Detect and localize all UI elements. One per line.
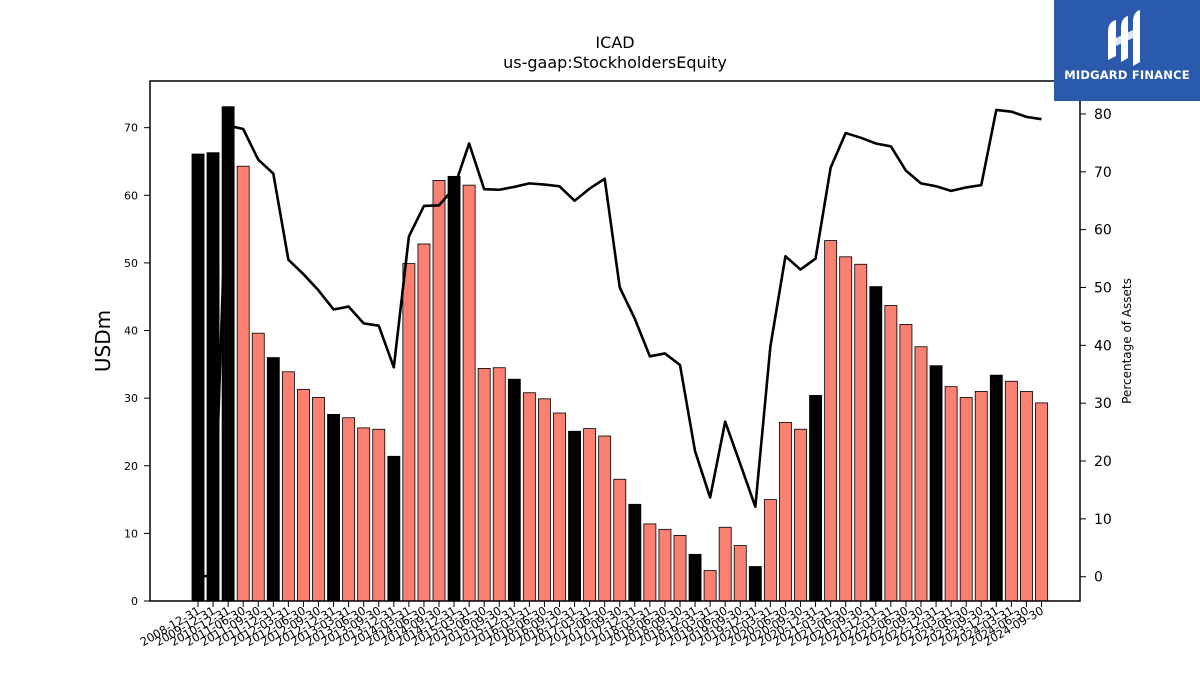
y-tick-label: 70	[124, 122, 138, 135]
y-right-tick-label: 60	[1094, 223, 1112, 239]
bar-2021-06-30	[839, 256, 853, 602]
plot-frame	[149, 80, 1081, 602]
line-layer	[198, 108, 1042, 578]
y-tick-label: 40	[124, 325, 138, 338]
y-right-tick-label: 50	[1094, 280, 1112, 296]
bar-2020-03-31	[763, 499, 777, 602]
y-axis-left: 0 10 20 30 40 50 60 70	[124, 122, 150, 608]
logo-text: MIDGARD FINANCE	[1064, 68, 1190, 82]
bar-2017-12-31	[628, 503, 642, 602]
y-tick-label: 50	[124, 257, 138, 270]
bar-2019-12-31	[748, 566, 762, 602]
bar-2011-09-30	[251, 332, 265, 602]
y-axis-label-right: Percentage of Assets	[1120, 278, 1134, 404]
bar-2013-03-31	[342, 417, 356, 602]
bar-2023-03-31	[944, 386, 958, 602]
bar-2023-06-30	[959, 397, 973, 602]
bar-2021-09-30	[854, 263, 868, 602]
y-right-tick-label: 0	[1094, 570, 1103, 586]
y-right-tick-label: 20	[1094, 454, 1112, 470]
bar-2011-06-30	[236, 165, 250, 602]
bar-2012-12-31	[327, 413, 340, 602]
chart-title: ICAD	[595, 33, 634, 52]
bar-2023-09-30	[974, 390, 988, 602]
bar-2024-09-30	[1035, 402, 1048, 602]
bar-2016-12-31	[568, 430, 581, 602]
bar-2021-12-31	[869, 286, 883, 602]
y-tick-label: 10	[124, 527, 138, 540]
bar-2009-12-31	[206, 152, 220, 602]
bar-2014-09-30	[432, 179, 446, 602]
bar-2019-09-30	[733, 545, 747, 602]
bar-2021-03-31	[824, 240, 838, 602]
bar-2017-06-30	[598, 435, 612, 602]
bar-2016-06-30	[538, 398, 551, 602]
bar-2012-03-31	[281, 371, 295, 602]
bar-2013-12-31	[387, 455, 401, 602]
bar-2019-06-30	[718, 526, 732, 602]
bar-2017-09-30	[613, 478, 627, 602]
bar-2016-03-31	[522, 392, 536, 602]
bar-2016-09-30	[553, 412, 566, 602]
bar-2018-09-30	[673, 535, 687, 602]
bar-2024-06-30	[1020, 390, 1033, 602]
y-axis-right: 0 10 20 30 40 50 60 70 80	[1080, 107, 1112, 586]
bar-2020-06-30	[779, 422, 792, 602]
bar-2020-12-31	[809, 395, 822, 602]
bar-2010-12-31	[221, 106, 235, 602]
bar-2018-06-30	[658, 528, 672, 602]
y-tick-label: 30	[124, 392, 138, 405]
bar-2015-03-31	[462, 184, 476, 602]
bar-2022-06-30	[899, 324, 913, 602]
bar-2020-09-30	[794, 428, 807, 602]
y-tick-label: 60	[124, 189, 138, 202]
bar-2015-06-30	[477, 367, 491, 602]
y-right-tick-label: 30	[1094, 396, 1112, 412]
bar-2022-12-31	[929, 365, 943, 602]
bar-2013-09-30	[372, 428, 386, 602]
logo-mark-icon	[1108, 10, 1140, 66]
bar-2013-06-30	[357, 427, 371, 602]
bar-2018-03-31	[643, 523, 657, 602]
bar-2023-12-31	[989, 374, 1003, 602]
bar-2014-06-30	[417, 243, 431, 602]
bar-2015-12-31	[507, 378, 521, 602]
chart-subtitle: us-gaap:StockholdersEquity	[503, 53, 727, 72]
bar-2011-12-31	[266, 357, 280, 602]
bar-2017-03-31	[583, 428, 597, 602]
bar-2008-12-31	[191, 153, 205, 602]
bar-2019-03-31	[703, 570, 717, 602]
bar-2014-12-31	[447, 175, 461, 602]
y-tick-label: 20	[124, 460, 138, 473]
percentage-line	[198, 108, 1042, 578]
bar-2022-09-30	[914, 346, 928, 602]
x-axis: 2008-12-312009-12-312010-12-312011-06-30…	[138, 601, 1046, 649]
bar-2015-09-30	[492, 367, 506, 602]
y-right-tick-label: 80	[1094, 107, 1112, 123]
y-tick-label: 0	[131, 595, 138, 608]
brand-logo: MIDGARD FINANCE	[1054, 0, 1200, 101]
bar-2022-03-31	[884, 305, 898, 602]
y-right-tick-label: 10	[1094, 512, 1112, 528]
bar-2024-03-31	[1004, 380, 1018, 602]
y-right-tick-label: 40	[1094, 338, 1112, 354]
bar-2014-03-31	[402, 263, 416, 602]
bar-2012-09-30	[312, 397, 325, 602]
bar-2012-06-30	[297, 388, 310, 602]
y-axis-label: USDm	[91, 310, 115, 372]
y-right-tick-label: 70	[1094, 165, 1112, 181]
bar-2018-12-31	[688, 553, 702, 602]
